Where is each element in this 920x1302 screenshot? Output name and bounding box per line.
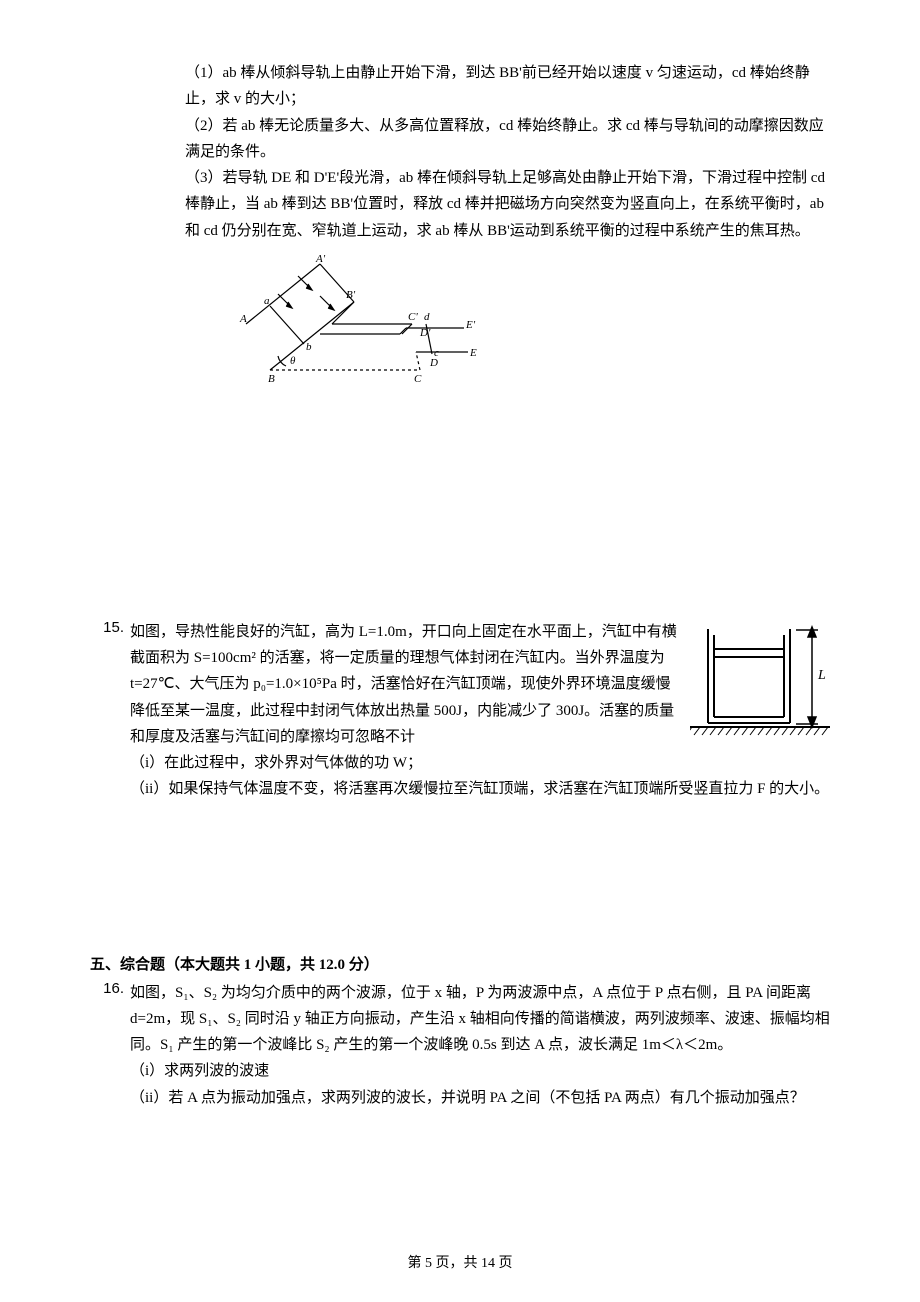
label-d: d — [424, 311, 430, 323]
label-C: C — [414, 373, 422, 385]
q15-body: 如图，导热性能良好的汽缸，高为 L=1.0m，开口向上固定在水平面上，汽缸中有横… — [130, 619, 680, 750]
footer-mid: 页，共 — [432, 1256, 481, 1271]
q15-number: 15. — [90, 619, 130, 636]
footer-suffix: 页 — [495, 1256, 513, 1271]
q14-part2: （2）若 ab 棒无论质量多大、从多高位置释放，cd 棒始终静止。求 cd 棒与… — [185, 113, 830, 166]
footer-current: 5 — [425, 1256, 432, 1271]
label-Cp: C' — [408, 311, 418, 323]
label-Ep: E' — [465, 319, 476, 331]
footer-prefix: 第 — [408, 1256, 426, 1271]
q16-part-ii: （ii）若 A 点为振动加强点，求两列波的波长，并说明 PA 之间（不包括 PA… — [130, 1085, 830, 1111]
label-B: B — [268, 373, 275, 385]
page-footer: 第 5 页，共 14 页 — [0, 1252, 920, 1272]
label-Bp: B' — [346, 289, 356, 301]
section-5-heading: 五、综合题（本大题共 1 小题，共 12.0 分） — [90, 953, 830, 974]
label-L: L — [817, 668, 826, 683]
label-E: E — [469, 347, 477, 359]
footer-total: 14 — [481, 1256, 495, 1271]
question-15: 15. 如图，导热性能良好的汽缸，高为 L=1.0m，开口向上固定在水平面上，汽… — [90, 619, 830, 750]
q15-figure: L — [690, 619, 830, 749]
label-theta: θ — [290, 355, 296, 367]
q15-subparts: （i）在此过程中，求外界对气体做的功 W； （ii）如果保持气体温度不变，将活塞… — [130, 750, 830, 803]
label-Ap: A' — [315, 254, 326, 265]
label-Dp: D' — [419, 327, 431, 339]
q14-part1: （1）ab 棒从倾斜导轨上由静止开始下滑，到达 BB'前已经开始以速度 v 匀速… — [185, 60, 830, 113]
q16-body: 如图，S₁、S₂ 为均匀介质中的两个波源，位于 x 轴，P 为两波源中点，A 点… — [130, 980, 830, 1059]
q15-part-ii: （ii）如果保持气体温度不变，将活塞再次缓慢拉至汽缸顶端，求活塞在汽缸顶端所受竖… — [130, 776, 830, 802]
q16-number: 16. — [90, 980, 130, 997]
q14-diagram: A A' a b B B' C' C D' D d c E' E θ — [220, 254, 480, 394]
label-a: a — [264, 295, 270, 307]
label-A: A — [239, 313, 247, 325]
exam-page: （1）ab 棒从倾斜导轨上由静止开始下滑，到达 BB'前已经开始以速度 v 匀速… — [0, 0, 920, 1151]
question-16: 16. 如图，S₁、S₂ 为均匀介质中的两个波源，位于 x 轴，P 为两波源中点… — [90, 980, 830, 1111]
q16-part-i: （i）求两列波的波速 — [130, 1058, 830, 1084]
q15-part-i: （i）在此过程中，求外界对气体做的功 W； — [130, 750, 830, 776]
q14-part3: （3）若导轨 DE 和 D'E'段光滑，ab 棒在倾斜导轨上足够高处由静止开始下… — [185, 165, 830, 244]
label-b: b — [306, 341, 312, 353]
label-c: c — [434, 347, 439, 359]
question-14-body: （1）ab 棒从倾斜导轨上由静止开始下滑，到达 BB'前已经开始以速度 v 匀速… — [185, 60, 830, 244]
